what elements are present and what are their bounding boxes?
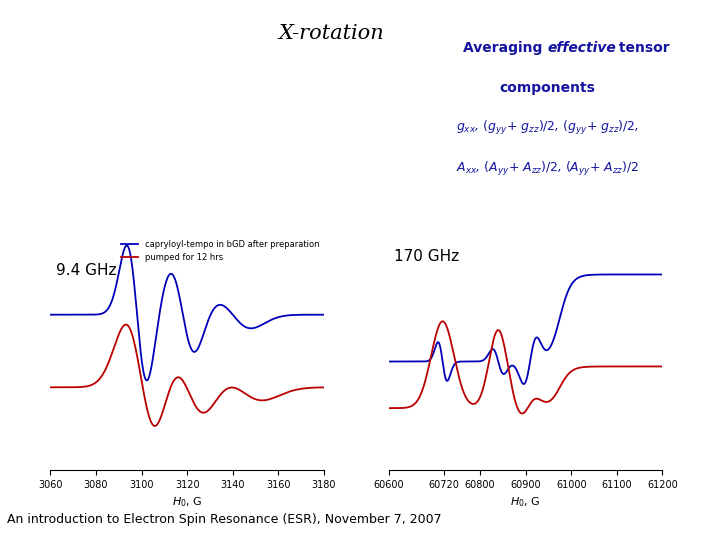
Text: $g_{xx}$, $(g_{yy}$+ $g_{zz})/2$, $(g_{yy}$+ $g_{zz})/2$,: $g_{xx}$, $(g_{yy}$+ $g_{zz})/2$, $(g_{y… — [456, 119, 639, 137]
Text: CORNELL: CORNELL — [12, 29, 71, 38]
Legend: capryloyl-tempo in bGD after preparation, pumped for 12 hrs: capryloyl-tempo in bGD after preparation… — [118, 237, 323, 265]
Text: X-rotation: X-rotation — [279, 24, 384, 43]
X-axis label: $H_0$, G: $H_0$, G — [510, 495, 541, 509]
Text: 170 GHz: 170 GHz — [395, 249, 459, 264]
Text: 9.4 GHz: 9.4 GHz — [56, 263, 117, 278]
Text: effective: effective — [547, 41, 616, 55]
X-axis label: $H_0$, G: $H_0$, G — [172, 495, 202, 509]
Text: Averaging: Averaging — [463, 41, 547, 55]
Text: tensor: tensor — [613, 41, 670, 55]
Text: $A_{xx}$, $(A_{yy}$+ $A_{zz})/2$, $(A_{yy}$+ $A_{zz})/2$: $A_{xx}$, $(A_{yy}$+ $A_{zz})/2$, $(A_{y… — [456, 160, 639, 178]
Text: components: components — [499, 81, 595, 95]
Text: An introduction to Electron Spin Resonance (ESR), November 7, 2007: An introduction to Electron Spin Resonan… — [7, 514, 442, 526]
